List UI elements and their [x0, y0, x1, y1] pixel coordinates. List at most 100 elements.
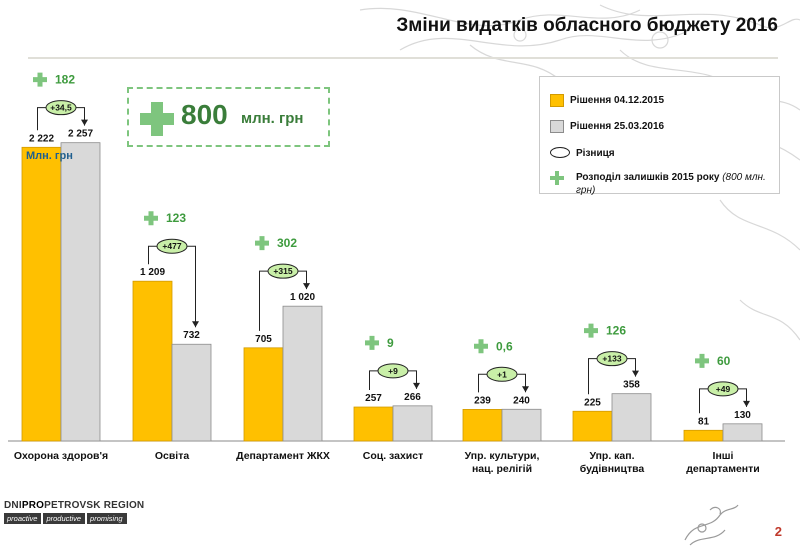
difference-arrow-1: [192, 321, 199, 328]
y-unit-label: Млн. грн: [26, 150, 73, 162]
bar-series2-6: [722, 423, 763, 442]
category-label-1-0: Освіта: [155, 450, 190, 462]
value-label-series2-4: 240: [513, 395, 530, 406]
value-label-series2-5: 358: [623, 380, 640, 391]
footer-logo: DNIPROPETROVSK REGION proactive producti…: [4, 500, 154, 524]
difference-label-6: +49: [716, 384, 731, 394]
bar-series1-3: [353, 406, 394, 442]
category-label-5-1: будівництва: [580, 463, 645, 475]
difference-label-1: +477: [162, 241, 181, 251]
difference-label-0: +34,5: [50, 103, 72, 113]
category-label-4-0: Упр. культури,: [465, 450, 540, 462]
bar-series1-1: [132, 280, 173, 442]
page-number: 2: [774, 524, 782, 539]
allocation-plus-icon-6: [695, 353, 709, 368]
value-label-series2-6: 130: [734, 410, 751, 421]
value-label-series2-1: 732: [183, 330, 200, 341]
tag-productive: productive: [43, 513, 86, 524]
legend-label-series2: Рішення 25.03.2016: [570, 121, 665, 132]
value-label-series2-3: 266: [404, 392, 421, 403]
allocation-plus-icon-0: [33, 72, 47, 87]
bar-series1-5: [572, 410, 613, 442]
legend-swatch-series1: [550, 94, 564, 107]
bar-series2-1: [171, 343, 212, 442]
legend-allocation-note: (800 млн. грн): [576, 172, 766, 196]
value-label-series1-1: 1 209: [140, 267, 165, 278]
allocation-label-5: 126: [606, 324, 626, 338]
difference-ellipse-4: [486, 366, 518, 382]
plus-icon: [140, 102, 174, 136]
bar-series1-6: [683, 429, 724, 442]
bar-series2-0: [60, 142, 101, 442]
difference-ellipse-6: [707, 381, 739, 397]
allocation-plus-icon-1: [144, 211, 158, 226]
tag-promising: promising: [87, 513, 127, 524]
allocation-plus-icon-3: [365, 335, 379, 350]
allocation-plus-icon-4: [474, 339, 488, 354]
allocation-plus-icon-2: [255, 236, 269, 251]
bar-series1-0: [21, 146, 62, 442]
category-label-4-1: нац. релігій: [472, 463, 532, 475]
legend-allocation-text: Розподіл залишків 2015 року: [576, 172, 720, 183]
bar-series2-4: [501, 408, 542, 442]
difference-arrow-4: [522, 386, 529, 393]
allocation-plus-icon-5: [584, 323, 598, 338]
legend-plus-icon: [550, 171, 564, 185]
legend-label-allocation: Розподіл залишків 2015 року (800 млн. гр…: [576, 171, 766, 197]
chart-legend: Рішення 04.12.2015 Рішення 25.03.2016 Рі…: [539, 76, 780, 197]
value-label-series1-4: 239: [474, 395, 491, 406]
difference-arrow-3: [413, 382, 420, 389]
difference-ellipse-1: [156, 238, 188, 254]
category-label-6-1: департаменти: [686, 463, 760, 475]
allocation-label-6: 60: [717, 354, 731, 368]
category-label-0-0: Охорона здоров'я: [14, 450, 108, 462]
category-label-6-0: Інші: [713, 450, 734, 462]
allocation-label-3: 9: [387, 336, 394, 350]
difference-ellipse-5: [596, 351, 628, 367]
page-title: Зміни видатків обласного бюджету 2016: [396, 15, 778, 36]
difference-ellipse-2: [267, 263, 299, 279]
difference-arrow-6: [743, 400, 750, 407]
difference-arrow-0: [81, 119, 88, 126]
value-label-series1-3: 257: [365, 393, 382, 404]
total-value: 800: [181, 99, 228, 130]
bar-series1-4: [462, 409, 503, 442]
difference-label-2: +315: [273, 266, 292, 276]
total-unit: млн. грн: [241, 110, 304, 127]
bar-series1-2: [243, 347, 284, 442]
bar-series2-5: [611, 393, 652, 442]
legend-label-difference: Різниця: [576, 148, 615, 159]
value-label-series2-2: 1 020: [290, 292, 315, 303]
difference-arrow-2: [303, 283, 310, 290]
difference-label-3: +9: [388, 366, 398, 376]
legend-item-series2: Рішення 25.03.2016: [550, 120, 664, 133]
allocation-label-0: 182: [55, 73, 75, 87]
difference-ellipse-3: [377, 363, 409, 379]
tag-proactive: proactive: [4, 513, 42, 524]
bar-series2-2: [282, 305, 323, 442]
corner-ornament-icon: [684, 504, 739, 546]
category-label-3-0: Соц. захист: [363, 450, 423, 462]
value-label-series1-5: 225: [584, 397, 601, 408]
category-label-5-0: Упр. кап.: [589, 450, 634, 462]
total-allocation-box: 800 млн. грн: [127, 87, 330, 147]
value-label-series2-0: 2 257: [68, 129, 93, 140]
title-underline: [28, 57, 778, 59]
legend-ellipse-icon: [550, 147, 570, 158]
legend-swatch-series2: [550, 120, 564, 133]
allocation-label-2: 302: [277, 236, 297, 250]
allocation-label-4: 0,6: [496, 339, 513, 353]
bar-series2-3: [392, 405, 433, 442]
difference-arrow-5: [632, 370, 639, 377]
legend-label-series1: Рішення 04.12.2015: [570, 95, 665, 106]
org-name: DNIPROPETROVSK REGION: [4, 500, 145, 511]
difference-label-4: +1: [497, 369, 507, 379]
legend-item-allocation: Розподіл залишків 2015 року (800 млн. гр…: [550, 171, 766, 197]
value-label-series1-6: 81: [698, 416, 710, 427]
category-label-2-0: Департамент ЖКХ: [236, 450, 330, 462]
org-tagline: proactive productive promising: [4, 513, 154, 524]
value-label-series1-0: 2 222: [29, 133, 54, 144]
difference-ellipse-0: [45, 100, 77, 116]
legend-item-series1: Рішення 04.12.2015: [550, 94, 664, 107]
